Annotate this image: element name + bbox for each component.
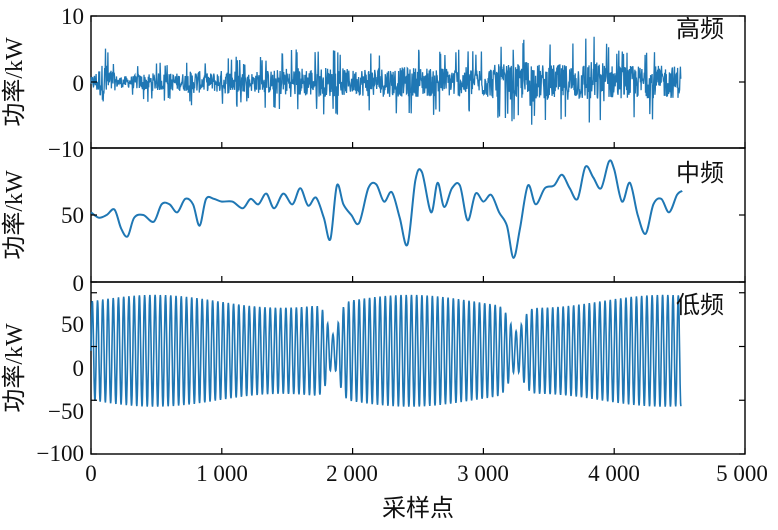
y-axis-title-mid: 功率/kW [1,170,28,260]
ytick-label-low-neg100: −100 [37,441,84,466]
ytick-label-high-neg10: −10 [48,137,84,162]
series-line-low-frequency [90,294,682,407]
panel-label-mid: 中频 [676,160,724,187]
series-line-mid-frequency [90,159,683,259]
xtick-label-1000: 1 000 [196,461,248,486]
ytick-label-low-0: 0 [73,356,85,381]
ytick-label-low-50: 50 [61,312,84,337]
xtick-label-3000: 3 000 [457,461,509,486]
xtick-label-4000: 4 000 [588,461,640,486]
ytick-label-mid-50: 50 [61,203,84,228]
series-line-high-frequency [90,36,682,125]
ytick-label-high-10: 10 [61,4,84,29]
y-axis-title-high: 功率/kW [1,37,28,127]
ytick-label-high-0: 0 [73,71,85,96]
panel-low-frame [90,281,746,455]
ytick-label-mid-0: 0 [73,271,85,296]
panel-label-high: 高频 [676,16,724,43]
xtick-label-0: 0 [85,461,97,486]
ytick-label-low-neg50: −50 [48,399,84,424]
tick-marks [90,15,746,455]
xtick-label-5000: 5 000 [716,461,768,486]
x-axis-title: 采样点 [382,495,454,522]
xtick-label-2000: 2 000 [326,461,378,486]
panel-mid-frame [90,147,746,283]
y-axis-title-low: 功率/kW [1,323,28,413]
panel-label-low: 低频 [676,292,724,319]
